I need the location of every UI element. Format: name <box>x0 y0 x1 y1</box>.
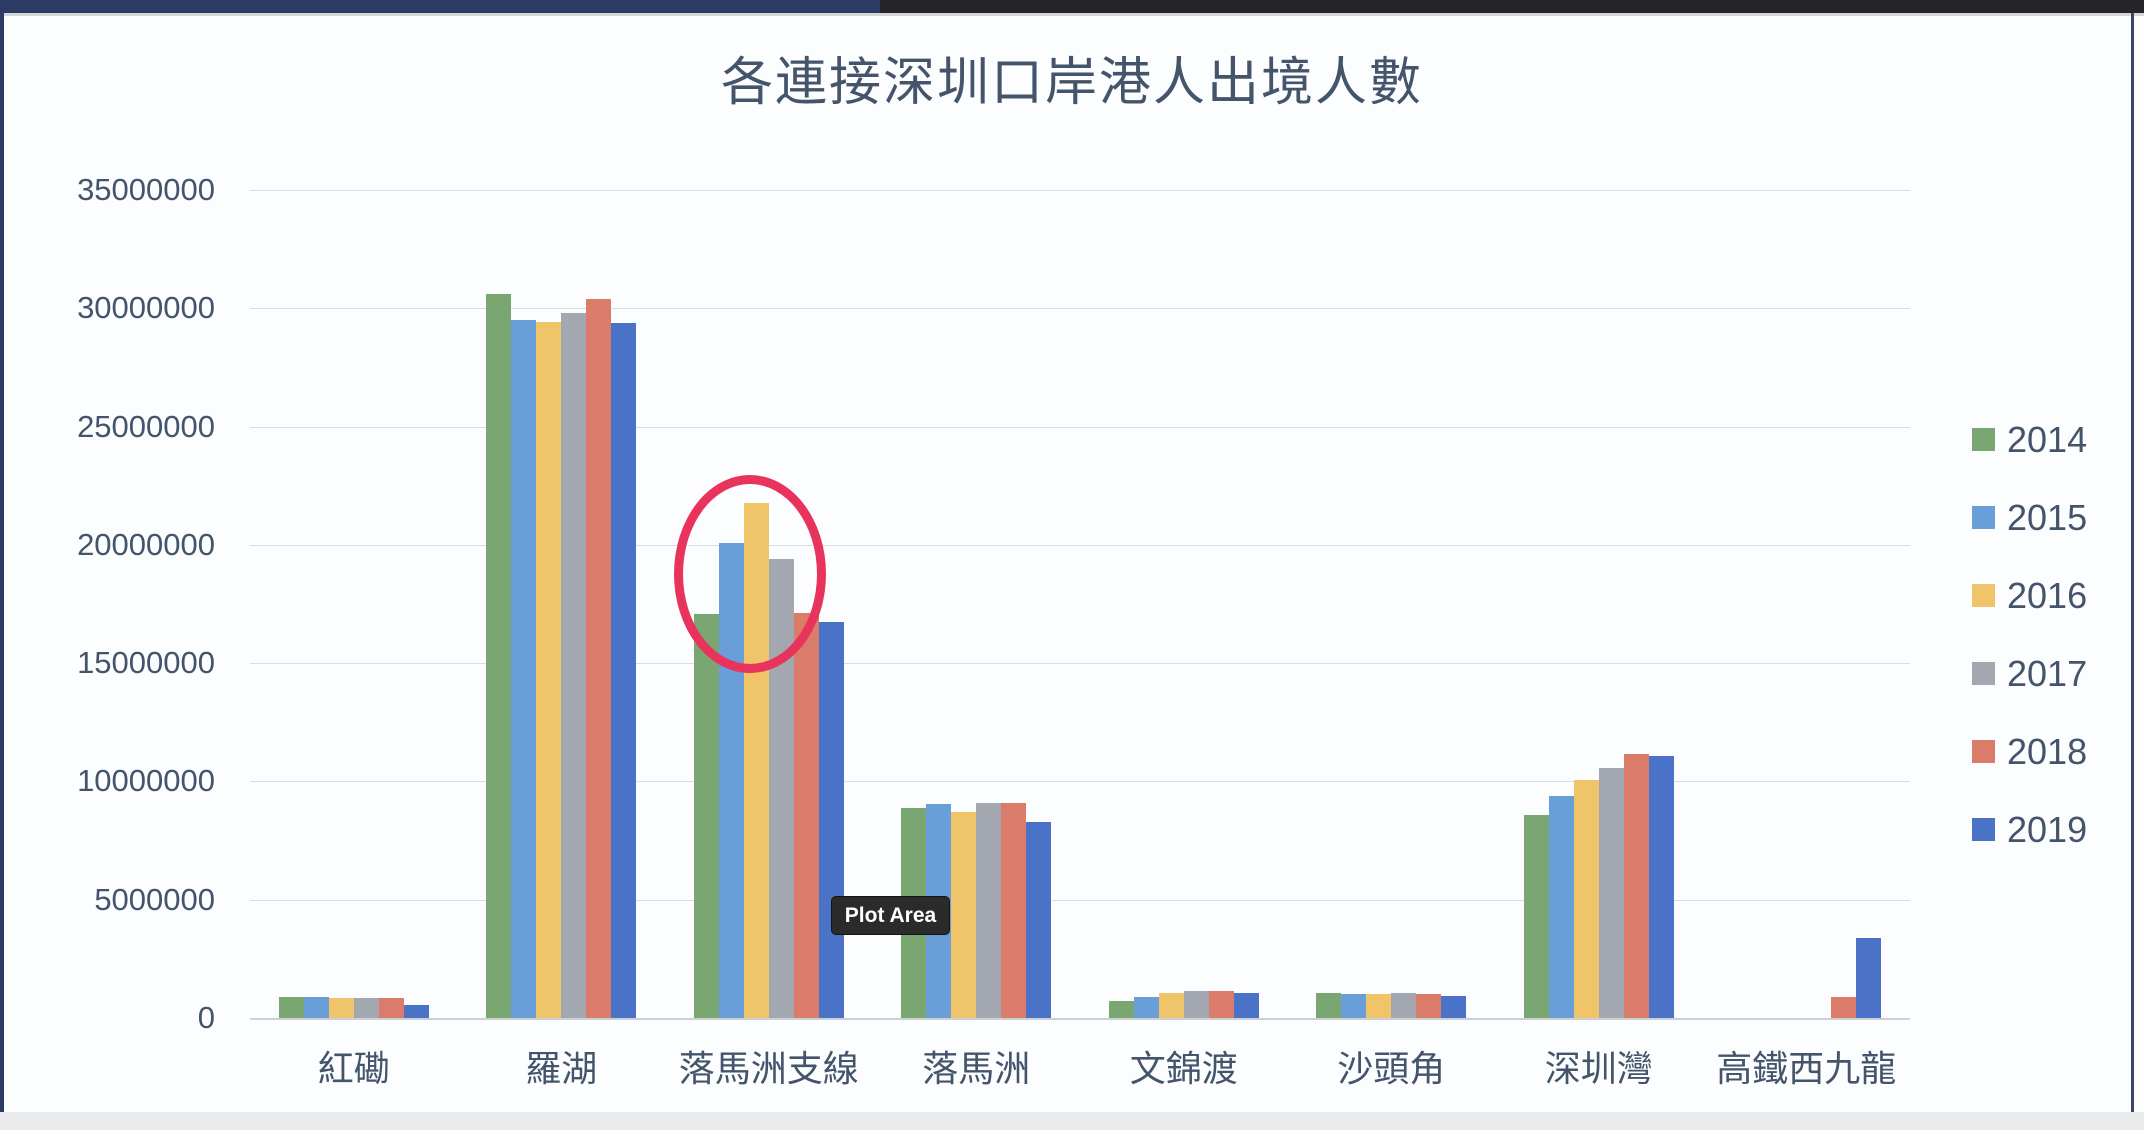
x-category-label: 文錦渡 <box>1129 1048 1238 1089</box>
bar-2018-文錦渡[interactable] <box>1208 990 1234 1018</box>
gridline <box>250 663 1910 665</box>
y-tick-label: 35000000 <box>77 172 215 207</box>
x-category-label: 紅磡 <box>317 1048 390 1089</box>
bar-2018-深圳灣[interactable] <box>1623 753 1649 1018</box>
bar-2018-羅湖[interactable] <box>586 299 612 1018</box>
window-topbar-navy <box>0 0 880 13</box>
window-topbar-black <box>880 0 2144 13</box>
window-bottom-strip <box>0 1112 2144 1130</box>
bar-2019-文錦渡[interactable] <box>1233 993 1259 1018</box>
bar-2015-沙頭角[interactable] <box>1341 993 1367 1018</box>
bar-2018-沙頭角[interactable] <box>1416 994 1442 1018</box>
bar-2015-紅磡[interactable] <box>303 997 329 1018</box>
bar-2014-沙頭角[interactable] <box>1316 993 1342 1018</box>
bar-2017-文錦渡[interactable] <box>1183 990 1209 1018</box>
legend-swatch-2015 <box>1972 506 1995 529</box>
legend-item-2018[interactable]: 2018 <box>1972 731 2088 772</box>
y-tick-label: 15000000 <box>77 645 215 681</box>
legend-label: 2019 <box>2007 809 2088 850</box>
legend-label: 2016 <box>2007 575 2088 616</box>
gridline <box>250 190 1910 191</box>
bar-2015-羅湖[interactable] <box>511 320 537 1018</box>
bar-2015-深圳灣[interactable] <box>1548 795 1574 1018</box>
bar-2017-羅湖[interactable] <box>561 313 587 1018</box>
bar-2018-落馬洲[interactable] <box>1001 803 1027 1018</box>
bar-2017-沙頭角[interactable] <box>1391 992 1417 1018</box>
legend-item-2014[interactable]: 2014 <box>1972 419 2088 460</box>
y-tick-label: 0 <box>197 1000 215 1035</box>
legend-swatch-2017 <box>1972 662 1995 685</box>
x-category-label: 深圳灣 <box>1544 1048 1653 1089</box>
bar-2018-紅磡[interactable] <box>378 998 404 1018</box>
legend-swatch-2016 <box>1972 584 1995 607</box>
gridline <box>250 544 1910 546</box>
bar-2016-深圳灣[interactable] <box>1573 780 1599 1018</box>
y-tick-label: 30000000 <box>77 290 215 326</box>
bar-2018-高鐵西九龍[interactable] <box>1831 996 1857 1018</box>
gridline <box>250 781 1910 783</box>
chart-legend[interactable]: 2014 2015 2016 2017 2018 2019 <box>1972 419 2088 896</box>
bar-2016-沙頭角[interactable] <box>1366 994 1392 1018</box>
bar-2014-深圳灣[interactable] <box>1523 815 1549 1018</box>
gridline <box>250 308 1910 310</box>
legend-item-2015[interactable]: 2015 <box>1972 497 2088 538</box>
legend-label: 2015 <box>2007 497 2088 538</box>
plot-area-tooltip-label: Plot Area <box>844 903 937 927</box>
gridline <box>250 899 1910 901</box>
legend-item-2016[interactable]: 2016 <box>1972 575 2088 616</box>
bar-2016-文錦渡[interactable] <box>1158 993 1184 1018</box>
y-tick-label: 5000000 <box>94 881 215 917</box>
y-tick-label: 10000000 <box>77 763 215 799</box>
x-category-label: 沙頭角 <box>1337 1048 1446 1089</box>
x-category-label: 落馬洲支線 <box>678 1048 859 1089</box>
bar-2014-落馬洲支線[interactable] <box>693 614 719 1018</box>
x-category-label: 高鐵西九龍 <box>1716 1048 1897 1089</box>
window-right-border <box>2131 13 2134 1130</box>
window-top-divider <box>0 13 2144 16</box>
legend-label: 2017 <box>2007 653 2088 694</box>
bar-2018-落馬洲支線[interactable] <box>793 612 819 1018</box>
x-axis-line <box>250 1018 1910 1020</box>
bar-2019-沙頭角[interactable] <box>1441 996 1467 1018</box>
bar-2019-羅湖[interactable] <box>611 322 637 1018</box>
window-left-border <box>0 13 4 1130</box>
bar-2019-高鐵西九龍[interactable] <box>1856 938 1882 1018</box>
y-tick-label: 20000000 <box>77 526 215 562</box>
bar-2019-深圳灣[interactable] <box>1648 755 1674 1018</box>
chart-title[interactable]: 各連接深圳口岸港人出境人數 <box>720 54 1423 112</box>
highlight-ellipse-annotation[interactable] <box>674 475 826 673</box>
bar-2014-紅磡[interactable] <box>278 997 304 1018</box>
bar-2019-落馬洲[interactable] <box>1026 822 1052 1018</box>
x-category-label: 羅湖 <box>525 1048 598 1089</box>
bar-2016-羅湖[interactable] <box>536 322 562 1018</box>
legend-swatch-2018 <box>1972 740 1995 763</box>
legend-item-2019[interactable]: 2019 <box>1972 809 2088 850</box>
y-tick-label: 25000000 <box>77 408 215 444</box>
bar-2019-紅磡[interactable] <box>403 1004 429 1018</box>
legend-item-2017[interactable]: 2017 <box>1972 653 2088 694</box>
bar-2015-文錦渡[interactable] <box>1133 996 1159 1018</box>
plot-area-tooltip: Plot Area <box>831 896 950 935</box>
bar-2019-落馬洲支線[interactable] <box>818 622 844 1018</box>
bar-2017-落馬洲[interactable] <box>976 802 1002 1018</box>
legend-swatch-2019 <box>1972 818 1995 841</box>
bar-2017-深圳灣[interactable] <box>1598 768 1624 1018</box>
bar-2014-文錦渡[interactable] <box>1108 1001 1134 1018</box>
x-category-label: 落馬洲 <box>922 1048 1031 1089</box>
bar-2017-紅磡[interactable] <box>353 998 379 1018</box>
gridline <box>250 426 1910 428</box>
legend-label: 2018 <box>2007 731 2088 772</box>
bar-2014-羅湖[interactable] <box>486 293 512 1018</box>
legend-label: 2014 <box>2007 419 2088 460</box>
legend-swatch-2014 <box>1972 428 1995 451</box>
bar-2016-紅磡[interactable] <box>328 998 354 1018</box>
bar-2016-落馬洲[interactable] <box>951 811 977 1018</box>
